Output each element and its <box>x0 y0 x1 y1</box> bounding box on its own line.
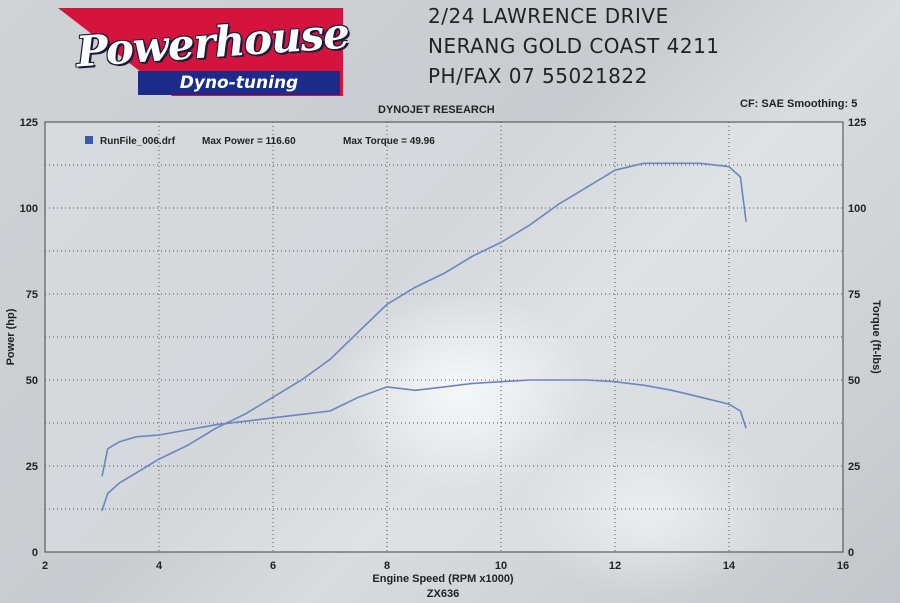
chart-header-settings: CF: SAE Smoothing: 5 <box>740 98 858 110</box>
x-tick-label: 6 <box>270 560 276 572</box>
legend-file-name: RunFile_006.drf <box>100 136 176 147</box>
y-left-tick-label: 75 <box>26 289 38 301</box>
legend-marker <box>85 136 93 144</box>
address-line-1: 2/24 LAWRENCE DRIVE <box>428 4 669 28</box>
y-left-tick-label: 25 <box>26 461 38 473</box>
grid-lines <box>45 122 843 552</box>
chart-footer-model: ZX636 <box>427 588 459 600</box>
legend-max-power: Max Power = 116.60 <box>202 136 296 147</box>
x-tick-labels: 2 4 6 8 10 12 14 16 <box>42 560 849 572</box>
y-left-tick-label: 0 <box>32 547 38 559</box>
y-right-axis-label: Torque (ft-lbs) <box>870 300 882 374</box>
legend-max-torque: Max Torque = 49.96 <box>343 136 435 147</box>
y-left-tick-label: 50 <box>26 375 38 387</box>
y-left-tick-labels: 0 25 50 75 100 125 <box>20 117 38 559</box>
y-right-tick-label: 100 <box>848 203 866 215</box>
y-right-tick-label: 50 <box>848 375 860 387</box>
chart-header-title: DYNOJET RESEARCH <box>378 104 495 116</box>
y-right-tick-label: 125 <box>848 117 866 129</box>
y-left-axis-label: Power (hp) <box>5 308 17 365</box>
x-tick-label: 12 <box>609 560 621 572</box>
x-tick-label: 16 <box>837 560 849 572</box>
y-right-tick-label: 25 <box>848 461 860 473</box>
address-line-3: PH/FAX 07 55021822 <box>428 64 648 88</box>
x-tick-label: 8 <box>384 560 390 572</box>
plot-area <box>44 121 844 553</box>
y-left-tick-label: 100 <box>20 203 38 215</box>
x-tick-label: 2 <box>42 560 48 572</box>
powerhouse-logo: Powerhouse Dyno-tuning <box>58 8 350 98</box>
y-right-tick-label: 0 <box>848 547 854 559</box>
x-tick-label: 10 <box>495 560 507 572</box>
y-right-tick-label: 75 <box>848 289 860 301</box>
x-tick-label: 14 <box>723 560 736 572</box>
power-curve <box>101 162 747 511</box>
x-tick-label: 4 <box>156 560 163 572</box>
logo-tagline: Dyno-tuning <box>138 71 340 95</box>
data-series <box>101 162 747 511</box>
address-line-2: NERANG GOLD COAST 4211 <box>428 34 720 58</box>
x-axis-label: Engine Speed (RPM x1000) <box>372 573 514 585</box>
y-left-tick-label: 125 <box>20 117 38 129</box>
torque-curve <box>101 379 747 477</box>
y-right-tick-labels: 0 25 50 75 100 125 <box>848 117 866 559</box>
